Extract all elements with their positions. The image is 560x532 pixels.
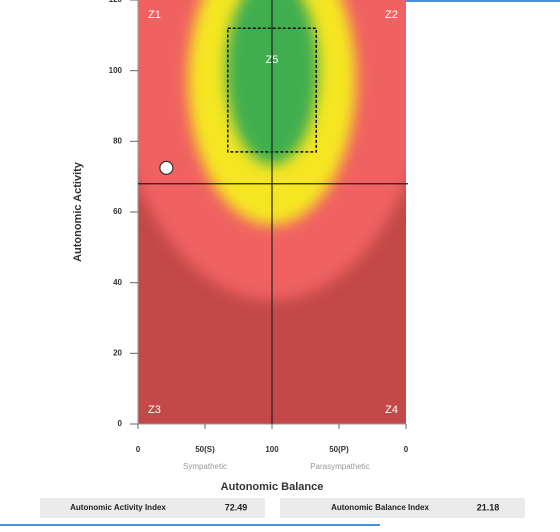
x-tick-label: 0 (136, 445, 141, 454)
index-label: Autonomic Balance Index (331, 503, 429, 512)
zone-label: Z4 (385, 404, 398, 416)
index-box (40, 498, 265, 518)
x-tick-label: 50(S) (195, 445, 215, 454)
index-value: 21.18 (477, 502, 500, 512)
y-tick-label: 120 (109, 0, 123, 4)
zone-label: Z3 (148, 404, 161, 416)
index-value: 72.49 (225, 502, 248, 512)
y-tick-label: 20 (113, 348, 122, 357)
index-box (280, 498, 525, 518)
y-tick-label: 0 (118, 419, 123, 428)
y-tick-label: 60 (113, 207, 122, 216)
y-tick-label: 80 (113, 136, 122, 145)
x-tick-label: 100 (265, 445, 279, 454)
x-sublabel: Sympathetic (183, 462, 227, 471)
y-tick-label: 40 (113, 278, 122, 287)
zone-label: Z2 (385, 9, 398, 21)
index-label: Autonomic Activity Index (70, 503, 166, 512)
x-tick-label: 50(P) (329, 445, 349, 454)
x-axis-title: Autonomic Balance (221, 481, 324, 493)
x-tick-label: 0 (404, 445, 409, 454)
x-sublabel: Parasympathetic (310, 462, 370, 471)
point (159, 160, 174, 175)
y-tick-label: 100 (109, 66, 123, 75)
zone-label: Z1 (148, 9, 161, 21)
y-axis-title: Autonomic Activity (72, 161, 84, 262)
